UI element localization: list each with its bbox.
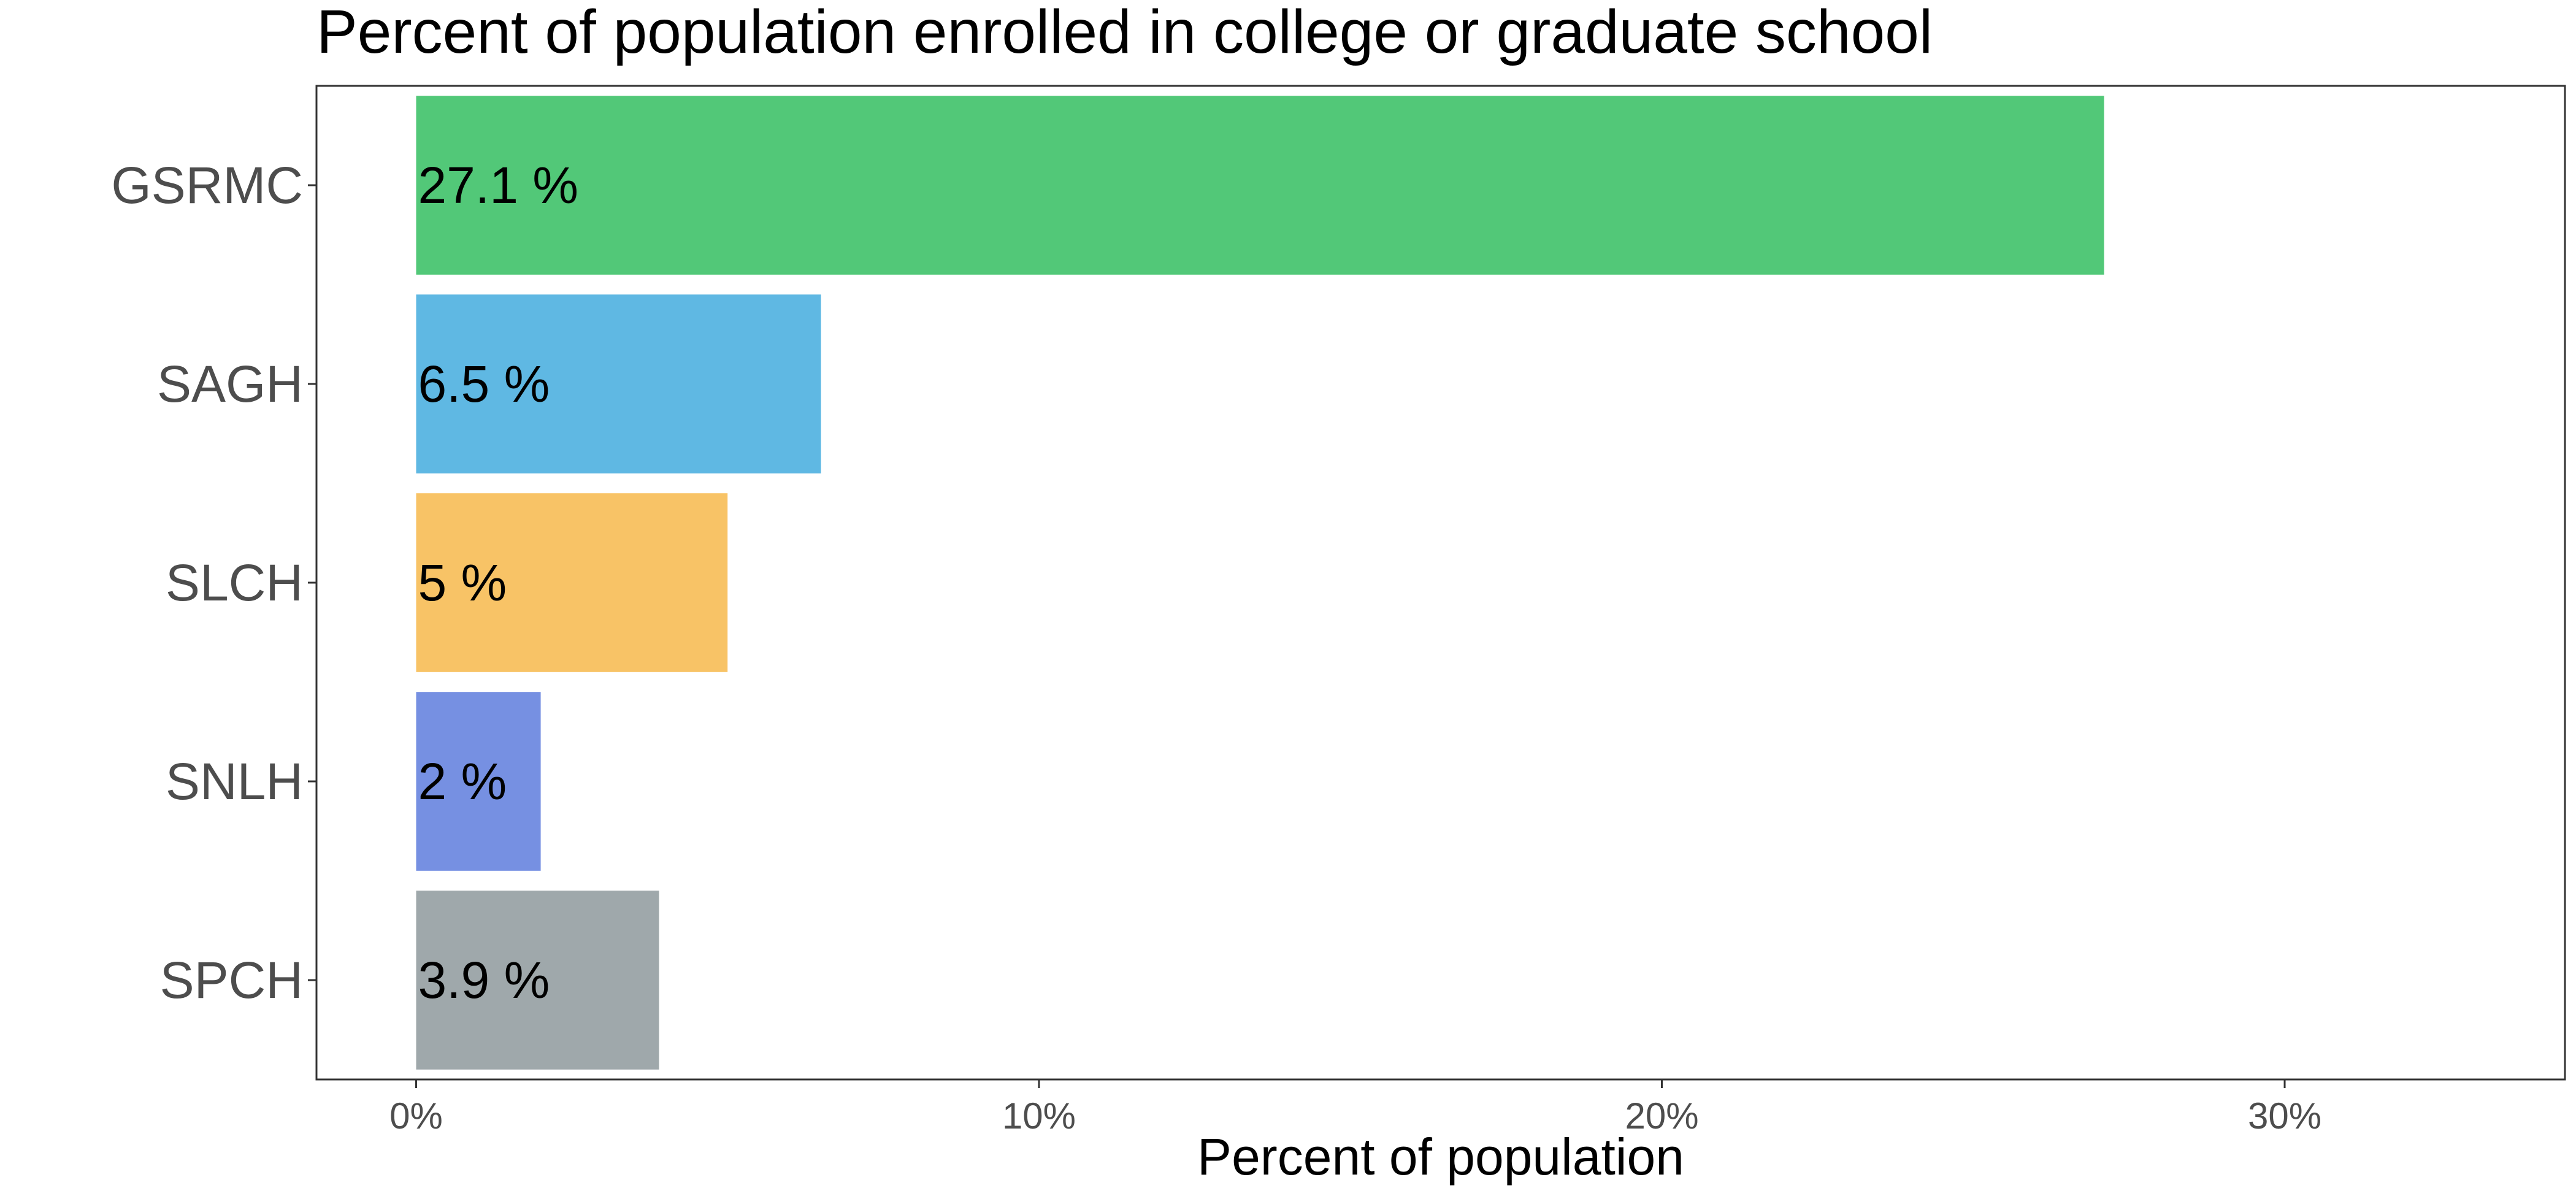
x-tick-label: 10% <box>1002 1095 1076 1137</box>
x-axis-title: Percent of population <box>1197 1128 1684 1186</box>
bar-sagh <box>416 294 821 473</box>
x-tick-label: 0% <box>389 1095 443 1137</box>
y-tick-label-snlh: SNLH <box>166 753 303 810</box>
y-tick-label-gsrmc: GSRMC <box>111 156 303 214</box>
bar-spch <box>416 891 659 1070</box>
data-label-spch: 3.9 % <box>418 951 550 1009</box>
y-axis: GSRMC SAGH SLCH SNLH SPCH <box>111 156 316 1009</box>
data-labels-layer: 27.1 % 6.5 % 5 % 2 % 3.9 % <box>418 156 578 1009</box>
bar-gsrmc <box>416 96 2104 275</box>
data-label-gsrmc: 27.1 % <box>418 156 578 214</box>
data-label-sagh: 6.5 % <box>418 355 550 413</box>
x-axis: 0% 10% 20% 30% <box>389 1079 2321 1137</box>
y-tick-label-slch: SLCH <box>166 554 303 611</box>
chart-title: Percent of population enrolled in colleg… <box>316 0 1933 66</box>
data-label-snlh: 2 % <box>418 753 507 810</box>
y-tick-label-sagh: SAGH <box>157 355 303 413</box>
bar-slch <box>416 493 728 672</box>
x-tick-label: 30% <box>2248 1095 2321 1137</box>
y-tick-label-spch: SPCH <box>160 951 303 1009</box>
data-label-slch: 5 % <box>418 554 507 611</box>
bar-snlh <box>416 692 541 871</box>
x-tick-label: 20% <box>1625 1095 1698 1137</box>
bars-layer <box>416 96 2104 1070</box>
